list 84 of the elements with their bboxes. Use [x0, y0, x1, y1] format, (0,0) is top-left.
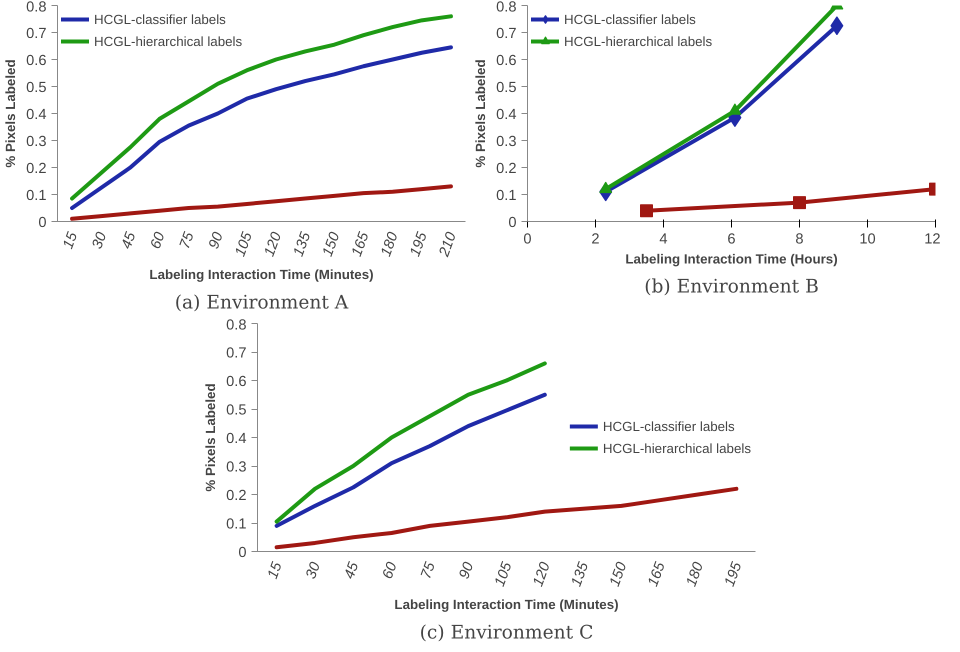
x-tick-label: 12: [924, 232, 941, 248]
y-tick-label: 0.3: [26, 134, 46, 150]
x-tick-label: 165: [645, 559, 669, 589]
legend-label: HCGL-classifier labels: [564, 12, 696, 26]
line-series: [70, 45, 453, 210]
x-tick-label: 120: [530, 559, 554, 589]
x-tick-label: 2: [591, 232, 600, 248]
x-tick-label: 6: [727, 232, 736, 248]
x-tick-label: 10: [859, 232, 876, 248]
y-tick-label: 0.1: [496, 188, 516, 204]
y-tick-label: 0.5: [226, 402, 246, 418]
x-tick-label: 45: [118, 229, 140, 252]
y-tick-label: 0.2: [226, 488, 246, 504]
x-tick-label: 150: [606, 559, 631, 589]
y-axis-title: % Pixels Labeled: [203, 383, 218, 492]
y-tick-label: 0.6: [226, 374, 246, 390]
y-tick-label: 0.7: [496, 26, 516, 42]
x-tick-label: 195: [722, 559, 746, 589]
y-tick-label: 0.1: [26, 188, 46, 204]
line-series: [70, 14, 453, 201]
y-tick-label: 0.6: [496, 53, 516, 69]
y-tick-label: 0.4: [26, 107, 46, 123]
text: (a) Environment A: [174, 292, 349, 314]
y-tick-label: 0.5: [26, 80, 46, 96]
y-tick-label: 0.2: [26, 161, 46, 177]
y-tick-label: 0.8: [26, 0, 46, 16]
x-tick-label: 30: [90, 229, 110, 252]
line-series: [274, 392, 547, 528]
y-tick-label: 0.2: [496, 161, 516, 177]
x-tick-label: 195: [407, 229, 432, 259]
x-tick-label: 165: [349, 229, 373, 259]
y-tick-label: 0.8: [496, 0, 516, 16]
x-tick-label: 120: [262, 229, 286, 259]
y-tick-label: 0.7: [26, 26, 46, 42]
x-tick-label: 180: [684, 559, 708, 589]
x-axis-title: Labeling Interaction Time (Hours): [625, 252, 838, 266]
x-tick-label: 4: [659, 232, 668, 248]
x-tick-label: 60: [380, 559, 401, 582]
y-tick-label: 0.7: [226, 346, 246, 362]
legend-label: HCGL-hierarchical labels: [94, 34, 242, 48]
x-tick-label: 15: [60, 229, 82, 252]
line-series: [70, 184, 453, 221]
y-tick-label: 0.5: [496, 80, 516, 96]
legend-label: HCGL-classifier labels: [602, 418, 735, 434]
x-tick-label: 60: [148, 229, 169, 252]
x-tick-label: 30: [303, 559, 324, 582]
line-series: [274, 486, 738, 550]
y-tick-label: 0.1: [226, 516, 246, 532]
y-tick-label: 0.4: [496, 107, 516, 123]
text: (b) Environment B: [644, 276, 819, 298]
y-tick-label: 0: [238, 545, 247, 561]
x-tick-label: 90: [456, 559, 478, 582]
y-tick-label: 0.6: [26, 53, 46, 69]
y-tick-label: 0: [508, 215, 517, 231]
y-tick-label: 0.4: [226, 431, 246, 447]
x-tick-label: 15: [264, 559, 286, 582]
y-tick-label: 0.8: [226, 318, 246, 334]
x-axis-title: Labeling Interaction Time (Minutes): [394, 597, 619, 612]
x-tick-label: 90: [206, 229, 228, 252]
point: [640, 204, 653, 218]
y-axis-title: % Pixels Labeled: [3, 59, 18, 168]
y-tick-label: 0.3: [226, 460, 246, 476]
point: [793, 196, 806, 210]
legend-label: HCGL-hierarchical labels: [602, 440, 751, 456]
x-tick-label: 75: [418, 559, 440, 582]
x-tick-label: 210: [436, 229, 460, 260]
x-axis-title: Labeling Interaction Time (Minutes): [149, 267, 374, 282]
y-tick-label: 0.3: [496, 134, 516, 150]
x-tick-label: 150: [320, 229, 344, 259]
x-tick-label: 180: [378, 229, 402, 259]
x-tick-label: 75: [176, 229, 198, 252]
legend-label: HCGL-classifier labels: [94, 12, 226, 26]
y-tick-label: 0: [38, 215, 47, 231]
x-tick-label: 8: [795, 232, 804, 248]
x-tick-label: 105: [492, 559, 516, 589]
x-tick-label: 0: [523, 232, 532, 248]
x-tick-label: 135: [568, 559, 592, 589]
x-tick-label: 105: [232, 229, 256, 259]
x-tick-label: 45: [342, 559, 362, 582]
text: (c) Environment C: [420, 622, 594, 644]
legend-label: HCGL-hierarchical labels: [564, 34, 712, 48]
line-series: [274, 361, 547, 524]
x-tick-label: 135: [290, 229, 314, 259]
y-axis-title: % Pixels Labeled: [473, 59, 488, 168]
